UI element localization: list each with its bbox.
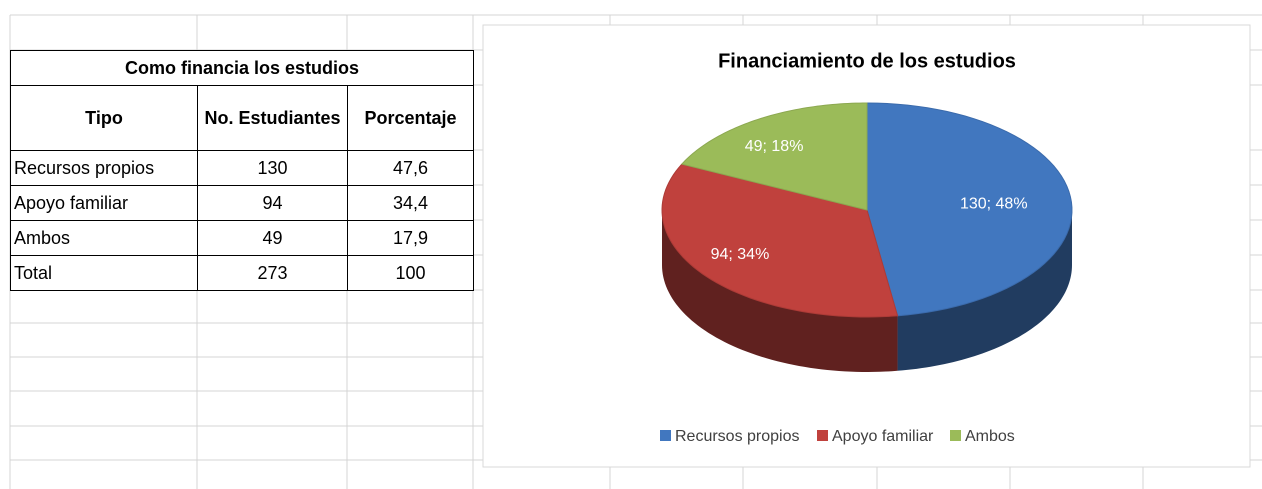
header-cell: Porcentaje (347, 85, 474, 151)
data-label: 49; 18% (745, 138, 804, 155)
pie-side (897, 210, 1072, 371)
table-cell: 130 (197, 150, 348, 186)
table-row: Total 273 100 (10, 255, 474, 291)
pie-slice (866, 102, 1073, 317)
table-cell: Ambos (10, 220, 198, 256)
table-row: Apoyo familiar 94 34,4 (10, 185, 474, 221)
table-cell: 273 (197, 255, 348, 291)
pie-side (662, 210, 898, 372)
data-label: 130; 48% (960, 196, 1028, 213)
header-cell: Tipo (10, 85, 198, 151)
table-row: Ambos 49 17,9 (10, 220, 474, 256)
table-cell: 34,4 (347, 185, 474, 221)
title-row: Como financia los estudios (10, 50, 474, 86)
legend-label: Ambos (965, 428, 1015, 445)
table-cell: 100 (347, 255, 474, 291)
chart-title: Financiamiento de los estudios (718, 50, 1016, 72)
legend-label: Apoyo familiar (832, 428, 934, 445)
table-cell: 47,6 (347, 150, 474, 186)
table-title: Como financia los estudios (10, 50, 474, 86)
table-cell: Apoyo familiar (10, 185, 198, 221)
legend-label: Recursos propios (675, 428, 800, 445)
table-cell: 94 (197, 185, 348, 221)
table-row: Recursos propios 130 47,6 (10, 150, 474, 186)
table-cell: Recursos propios (10, 150, 198, 186)
legend-swatch (950, 430, 961, 441)
legend-swatch (660, 430, 671, 441)
data-label: 94; 34% (711, 246, 770, 263)
data-table: Como financia los estudios Tipo No. Estu… (10, 50, 474, 291)
pie-slice (680, 102, 868, 211)
table-cell: Total (10, 255, 198, 291)
pie-slice (661, 163, 899, 318)
legend-swatch (817, 430, 828, 441)
